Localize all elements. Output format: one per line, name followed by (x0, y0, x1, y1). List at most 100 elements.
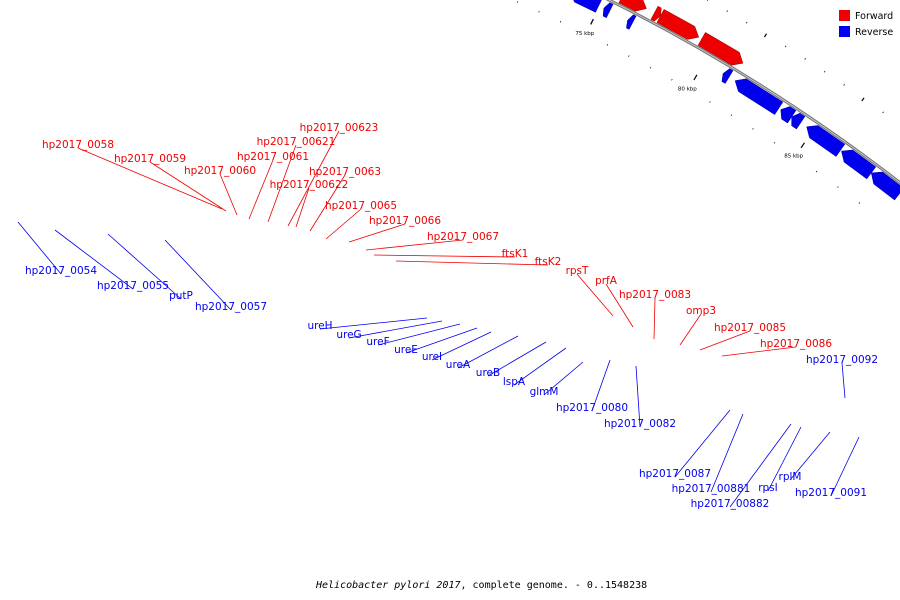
reverse-gene-arrow (602, 2, 614, 19)
forward-gene-label: hp2017_0061 (237, 151, 309, 163)
leader-line (841, 362, 846, 399)
reverse-gene-label: hp2017_00881 (672, 483, 751, 495)
ruler-minor-tick (649, 66, 652, 69)
leader-line (729, 423, 792, 508)
reverse-gene-label: hp2017_0057 (195, 301, 267, 313)
reverse-gene-arrow (734, 78, 784, 115)
forward-gene-label: ftsK2 (535, 256, 562, 268)
ruler-minor-tick (628, 55, 630, 57)
forward-gene-label: hp2017_0083 (619, 289, 691, 301)
leader-line (377, 323, 461, 346)
leader-line (431, 331, 492, 361)
caption-range: , complete genome. - 0..1548238 (461, 580, 648, 591)
forward-gene-label: prfA (595, 275, 618, 287)
ruler-tick-label: 75 kbp (575, 31, 594, 37)
forward-gene-label: hp2017_0063 (309, 166, 381, 178)
leader-line (267, 144, 297, 223)
legend-reverse-swatch (839, 26, 850, 37)
backbone-highlight (607, 0, 900, 184)
leader-line (348, 320, 443, 339)
reverse-gene-label: ureG (336, 329, 361, 341)
leader-line (77, 147, 223, 210)
leader-line (653, 297, 656, 340)
outer-tick (823, 70, 826, 73)
leader-line (674, 409, 731, 478)
reverse-gene-label: hp2017_0080 (556, 402, 628, 414)
reverse-gene-label: ureE (394, 344, 418, 356)
ruler-major-tick (693, 74, 698, 81)
reverse-gene-label: ureF (366, 336, 389, 348)
legend-forward-swatch (839, 10, 850, 21)
leader-line (287, 130, 340, 227)
ruler-minor-tick (858, 202, 861, 204)
leader-line (107, 233, 182, 300)
leader-line (325, 208, 362, 240)
reverse-gene-arrow (721, 68, 734, 84)
reverse-gene-label: ureA (446, 359, 471, 371)
leader-line (830, 436, 860, 497)
leader-line (699, 330, 751, 351)
reverse-gene-label: hp2017_0054 (25, 265, 97, 277)
leader-line (405, 327, 478, 354)
leader-line (721, 346, 797, 357)
forward-gene-arrow (656, 9, 700, 40)
ruler-minor-tick (538, 10, 540, 13)
forward-gene-label: hp2017_0067 (427, 231, 499, 243)
forward-gene-label: hp2017_0085 (714, 322, 786, 334)
forward-gene-label: hp2017_0086 (760, 338, 832, 350)
leader-line (487, 341, 547, 377)
leader-line (576, 273, 614, 317)
leader-line (365, 239, 464, 251)
leader-line (248, 159, 274, 220)
reverse-gene-label: hp2017_0087 (639, 468, 711, 480)
ruler-minor-tick (606, 44, 609, 46)
leader-line (605, 283, 634, 328)
outer-tick (843, 84, 845, 86)
leader-line (591, 359, 611, 412)
reverse-gene-label: ureB (476, 367, 500, 379)
reverse-gene-label: ureH (307, 320, 332, 332)
leader-line (295, 187, 310, 228)
leader-line (395, 260, 549, 266)
ruler-tick-label: 80 kbp (678, 86, 697, 92)
ruler-minor-tick (516, 1, 519, 3)
reverse-gene-label: hp2017_0082 (604, 418, 676, 430)
reverse-gene-arrow (870, 171, 900, 201)
reverse-gene-arrow (573, 0, 602, 13)
ruler-minor-tick (730, 114, 733, 116)
leader-line (710, 413, 744, 493)
reverse-gene-label: hp2017_00882 (691, 498, 770, 510)
reverse-gene-label: rpsI (758, 482, 778, 494)
ruler-minor-tick (815, 170, 818, 173)
reverse-gene-label: ureI (422, 351, 442, 363)
forward-gene-label: hp2017_0059 (114, 153, 186, 165)
leader-line (164, 239, 232, 311)
forward-gene-arrow (697, 32, 744, 66)
forward-gene-label: hp2017_0065 (325, 200, 397, 212)
forward-gene-label: omp3 (686, 305, 716, 317)
forward-gene-label: hp2017_0058 (42, 139, 114, 151)
ruler-minor-tick (752, 127, 754, 130)
gene-features (573, 0, 900, 201)
leader-line (543, 361, 584, 396)
outer-tick-marks (706, 0, 884, 114)
ruler-major-tick (590, 18, 594, 25)
outer-tick (745, 21, 748, 24)
reverse-gene-label: hp2017_0055 (97, 280, 169, 292)
leader-line (635, 365, 641, 428)
leader-line (373, 254, 516, 258)
forward-gene-arrow (650, 5, 662, 22)
outer-tick (882, 111, 884, 114)
ruler-minor-tick (559, 20, 562, 23)
reverse-gene-label: glmM (530, 386, 559, 398)
forward-gene-arrow (618, 0, 647, 12)
leader-line (54, 229, 134, 290)
reverse-gene-arrow (626, 14, 637, 30)
legend-reverse-label: Reverse (855, 27, 893, 38)
legend: Forward Reverse (839, 10, 893, 38)
ruler-tick-label: 85 kbp (784, 154, 803, 160)
label-leader-lines (17, 130, 860, 508)
